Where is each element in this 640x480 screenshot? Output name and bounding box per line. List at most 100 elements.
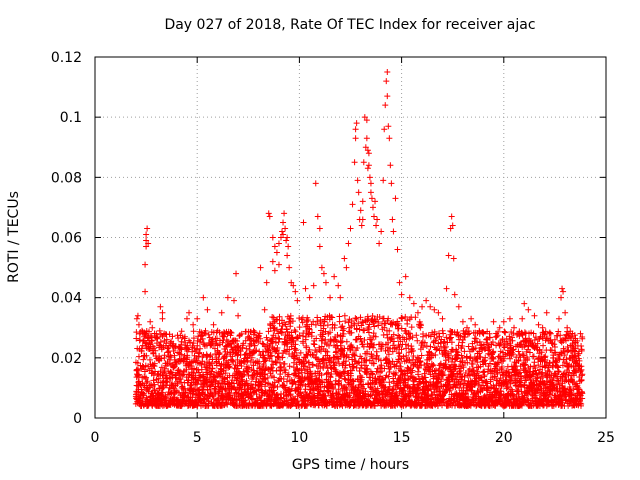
data-point	[386, 135, 393, 142]
data-point	[251, 342, 258, 349]
data-point	[306, 346, 313, 353]
data-point	[331, 273, 338, 280]
data-point	[294, 297, 301, 304]
data-point	[531, 312, 538, 319]
data-point	[312, 321, 319, 328]
data-point	[343, 264, 350, 271]
data-point	[256, 358, 263, 365]
data-point	[364, 165, 371, 172]
data-point	[174, 380, 181, 387]
data-point	[261, 306, 268, 313]
data-point	[337, 294, 344, 301]
data-point	[165, 345, 172, 352]
data-point	[514, 366, 521, 373]
data-point	[432, 351, 439, 358]
data-point	[353, 336, 360, 343]
data-point	[566, 369, 573, 376]
data-point	[387, 345, 394, 352]
y-tick-label: 0.12	[51, 50, 82, 66]
data-point	[196, 350, 203, 357]
y-tick-label: 0.06	[51, 231, 82, 247]
data-point	[261, 356, 268, 363]
data-point	[371, 323, 378, 330]
data-point	[409, 367, 416, 374]
data-point	[149, 383, 156, 390]
data-point	[224, 401, 231, 408]
data-point	[364, 348, 371, 355]
data-point	[268, 364, 275, 371]
data-point	[135, 373, 142, 380]
data-point	[233, 396, 240, 403]
data-point	[557, 332, 564, 339]
data-point	[147, 318, 154, 325]
data-point	[345, 328, 352, 335]
data-point	[351, 321, 358, 328]
data-point	[480, 369, 487, 376]
data-point	[253, 347, 260, 354]
data-point	[417, 358, 424, 365]
data-point	[579, 371, 586, 378]
data-point	[325, 369, 332, 376]
data-point	[369, 312, 376, 319]
data-point	[478, 374, 485, 381]
data-point	[531, 336, 538, 343]
data-point	[573, 369, 580, 376]
data-point	[541, 331, 548, 338]
data-point	[565, 347, 572, 354]
data-point	[211, 373, 218, 380]
data-point	[169, 380, 176, 387]
data-point	[234, 356, 241, 363]
data-point	[398, 346, 405, 353]
data-point	[209, 356, 216, 363]
data-point	[470, 367, 477, 374]
data-point	[400, 353, 407, 360]
data-point	[474, 339, 481, 346]
data-point	[182, 389, 189, 396]
data-point	[366, 321, 373, 328]
data-point	[469, 361, 476, 368]
data-point	[354, 177, 361, 184]
data-point	[445, 252, 452, 259]
data-point	[453, 348, 460, 355]
data-point	[455, 331, 462, 338]
data-point	[367, 384, 374, 391]
data-point	[430, 338, 437, 345]
data-point	[280, 231, 287, 238]
data-point	[486, 346, 493, 353]
data-point	[296, 332, 303, 339]
data-point	[398, 325, 405, 332]
data-point	[431, 306, 438, 313]
data-point	[419, 303, 426, 310]
data-point	[358, 374, 365, 381]
data-point	[202, 330, 209, 337]
data-point	[389, 216, 396, 223]
data-point	[353, 316, 360, 323]
data-point	[271, 325, 278, 332]
data-point	[421, 370, 428, 377]
data-point	[184, 342, 191, 349]
data-point	[485, 363, 492, 370]
data-point	[348, 372, 355, 379]
data-point	[322, 393, 329, 400]
data-point	[320, 270, 327, 277]
data-point	[459, 318, 466, 325]
data-point	[285, 371, 292, 378]
data-point	[285, 387, 292, 394]
data-point	[304, 402, 311, 409]
data-point	[460, 364, 467, 371]
data-point	[350, 378, 357, 385]
data-point	[284, 340, 291, 347]
data-point	[448, 213, 455, 220]
data-point	[230, 358, 237, 365]
data-point	[368, 195, 375, 202]
data-point	[441, 338, 448, 345]
data-point	[472, 335, 479, 342]
data-point	[336, 377, 343, 384]
data-point	[510, 346, 517, 353]
data-point	[571, 332, 578, 339]
data-point	[562, 309, 569, 316]
data-point	[291, 378, 298, 385]
data-point	[438, 368, 445, 375]
data-point	[224, 349, 231, 356]
data-point	[169, 374, 176, 381]
